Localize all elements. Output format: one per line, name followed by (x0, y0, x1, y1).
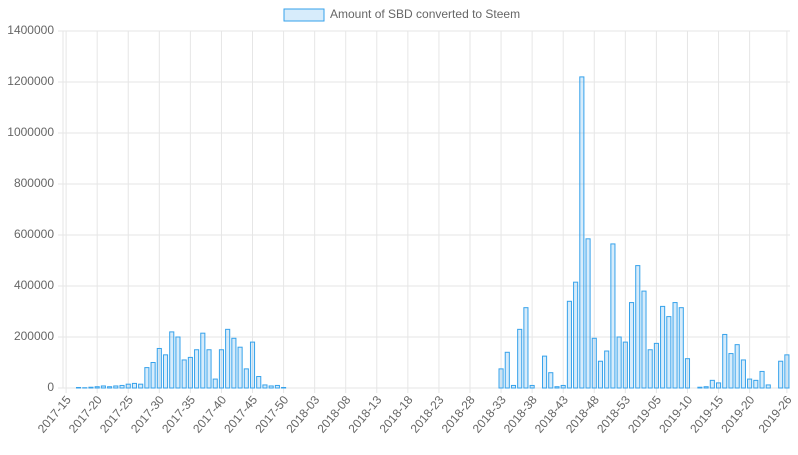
bar (586, 239, 590, 388)
bar (126, 384, 130, 388)
bar (785, 355, 789, 388)
bar (667, 317, 671, 388)
bar (250, 342, 254, 388)
bar (530, 385, 534, 388)
bar (574, 282, 578, 388)
y-tick-label: 600000 (14, 227, 54, 241)
bar (120, 385, 124, 388)
y-tick-label: 200000 (14, 329, 54, 343)
bar (654, 343, 658, 388)
bar (188, 357, 192, 388)
bar (741, 360, 745, 388)
bar (499, 369, 503, 388)
bar (157, 348, 161, 388)
bar (182, 360, 186, 388)
bar (139, 384, 143, 388)
bar (282, 387, 286, 388)
bar (518, 329, 522, 388)
bar (207, 350, 211, 388)
y-tick-label: 1000000 (7, 125, 54, 139)
bar (710, 380, 714, 388)
bar (244, 369, 248, 388)
legend-label[interactable]: Amount of SBD converted to Steem (330, 7, 520, 21)
bar (238, 347, 242, 388)
bar (673, 303, 677, 388)
x-tick-label: 2019-26 (756, 393, 795, 436)
bar (176, 337, 180, 388)
bar (524, 308, 528, 388)
bar (611, 244, 615, 388)
bar (213, 379, 217, 388)
bar (195, 350, 199, 388)
bar (630, 303, 634, 388)
bar (580, 77, 584, 388)
bar (760, 371, 764, 388)
bar (623, 342, 627, 388)
bar (151, 363, 155, 389)
bar (170, 332, 174, 388)
bar (698, 387, 702, 388)
legend-swatch[interactable] (284, 9, 324, 21)
bar (257, 377, 261, 388)
bar (636, 266, 640, 388)
bar (735, 345, 739, 388)
bar (114, 386, 118, 388)
bar (685, 359, 689, 388)
bar (163, 355, 167, 388)
bar (766, 385, 770, 388)
bar (592, 338, 596, 388)
bar (679, 308, 683, 388)
bar (754, 380, 758, 388)
bar (269, 386, 273, 388)
bar (505, 352, 509, 388)
bar (511, 385, 515, 388)
y-tick-label: 1200000 (7, 74, 54, 88)
bar (567, 301, 571, 388)
bar (543, 356, 547, 388)
bar (642, 291, 646, 388)
bar (263, 385, 267, 388)
bar (108, 387, 112, 388)
bar (748, 379, 752, 388)
bar (729, 354, 733, 388)
bar (605, 351, 609, 388)
bar (132, 383, 136, 388)
bar (226, 329, 230, 388)
bar (549, 373, 553, 388)
bar (598, 361, 602, 388)
y-tick-label: 1400000 (7, 23, 54, 37)
y-tick-label: 0 (47, 380, 54, 394)
bar (219, 350, 223, 388)
y-tick-label: 800000 (14, 176, 54, 190)
bar (89, 387, 93, 388)
bar (95, 387, 99, 388)
bar (661, 306, 665, 388)
y-tick-label: 400000 (14, 278, 54, 292)
bar (716, 383, 720, 388)
x-tick-label: 2019-20 (718, 393, 757, 436)
bar (723, 334, 727, 388)
bar (779, 361, 783, 388)
bar (145, 368, 149, 388)
bar (101, 386, 105, 388)
bar (275, 385, 279, 388)
bar (201, 333, 205, 388)
bar (76, 387, 80, 388)
bar (232, 338, 236, 388)
bar (561, 385, 565, 388)
bar (617, 337, 621, 388)
bar (648, 350, 652, 388)
bar (704, 387, 708, 388)
bar (555, 387, 559, 388)
